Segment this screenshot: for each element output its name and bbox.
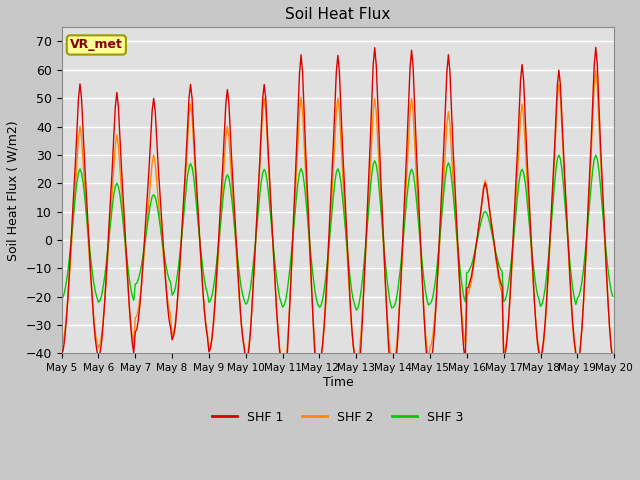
SHF 3 (609, 293, 616, 299)
Legend: SHF 1, SHF 2, SHF 3: SHF 1, SHF 2, SHF 3 (207, 406, 468, 429)
SHF 1 (300, 109, 308, 115)
SHF 2 (592, 67, 600, 73)
SHF 2 (222, 134, 230, 140)
SHF 3 (222, 175, 230, 181)
SHF 1 (250, 277, 257, 283)
X-axis label: Time: Time (323, 376, 353, 389)
SHF 3 (353, 307, 360, 313)
SHF 2 (241, 344, 248, 350)
SHF 3 (241, 298, 248, 303)
SHF 1 (279, 392, 287, 398)
SHF 1 (58, 351, 65, 357)
Line: SHF 3: SHF 3 (61, 155, 612, 310)
SHF 2 (125, 301, 133, 307)
Y-axis label: Soil Heat Flux ( W/m2): Soil Heat Flux ( W/m2) (7, 120, 20, 261)
SHF 3 (580, 267, 588, 273)
SHF 1 (592, 45, 600, 50)
SHF 2 (279, 377, 287, 383)
SHF 3 (299, 169, 307, 175)
SHF 2 (300, 140, 308, 146)
SHF 1 (580, 299, 588, 305)
SHF 1 (222, 100, 230, 106)
SHF 2 (609, 355, 616, 361)
SHF 1 (125, 301, 133, 307)
SHF 1 (609, 357, 616, 363)
SHF 1 (241, 345, 248, 351)
SHF 3 (592, 152, 600, 158)
Title: Soil Heat Flux: Soil Heat Flux (285, 7, 390, 22)
SHF 3 (58, 296, 65, 301)
SHF 2 (250, 278, 257, 284)
SHF 2 (580, 301, 588, 307)
Text: VR_met: VR_met (70, 38, 123, 51)
SHF 3 (125, 275, 133, 280)
SHF 3 (250, 259, 257, 265)
Line: SHF 1: SHF 1 (61, 48, 612, 395)
SHF 2 (58, 342, 65, 348)
Line: SHF 2: SHF 2 (61, 70, 612, 380)
